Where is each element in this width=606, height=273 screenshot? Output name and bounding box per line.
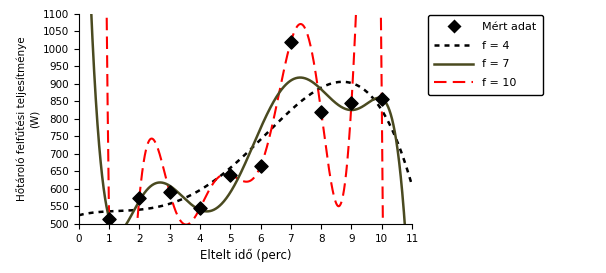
Point [256, 164, 265, 168]
Legend: Mért adat, f = 4, f = 7, f = 10: Mért adat, f = 4, f = 7, f = 10 [428, 15, 543, 95]
Point [135, 195, 144, 200]
Point [347, 101, 356, 105]
Point [377, 97, 387, 102]
Point [165, 190, 175, 194]
Point [286, 40, 296, 44]
Y-axis label: Hőtároló felfűtési teljesítménye
(W): Hőtároló felfűtési teljesítménye (W) [16, 36, 40, 201]
Point [195, 206, 205, 210]
Point [104, 216, 114, 221]
X-axis label: Eltelt idő (perc): Eltelt idő (perc) [200, 249, 291, 262]
Point [316, 109, 326, 114]
Point [225, 173, 235, 177]
